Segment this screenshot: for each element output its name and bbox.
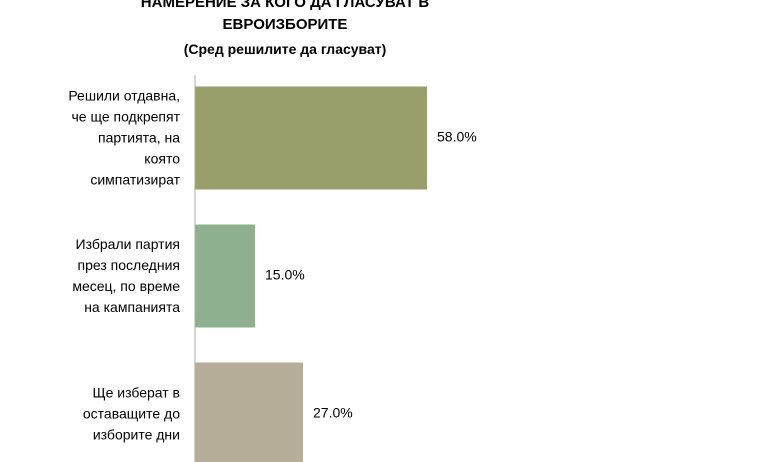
- bar: [195, 224, 255, 328]
- chart-title: НАМЕРЕНИЕ ЗА КОГО ДА ГЛАСУВАТ В ЕВРОИЗБО…: [140, 0, 430, 33]
- bar: [195, 86, 427, 190]
- value-label: 15.0%: [265, 267, 305, 283]
- category-label: Ще изберат в оставащите до изборите дни: [82, 384, 180, 443]
- value-label: 27.0%: [313, 405, 353, 421]
- value-label: 58.0%: [437, 129, 477, 145]
- chart-subtitle: (Сред решилите да гласуват): [183, 41, 387, 57]
- category-label: Избрали партия през последния месец, по …: [72, 236, 180, 315]
- category-label: Решили отдавна, че ще подкрепят партията…: [68, 87, 180, 188]
- bar: [195, 362, 303, 462]
